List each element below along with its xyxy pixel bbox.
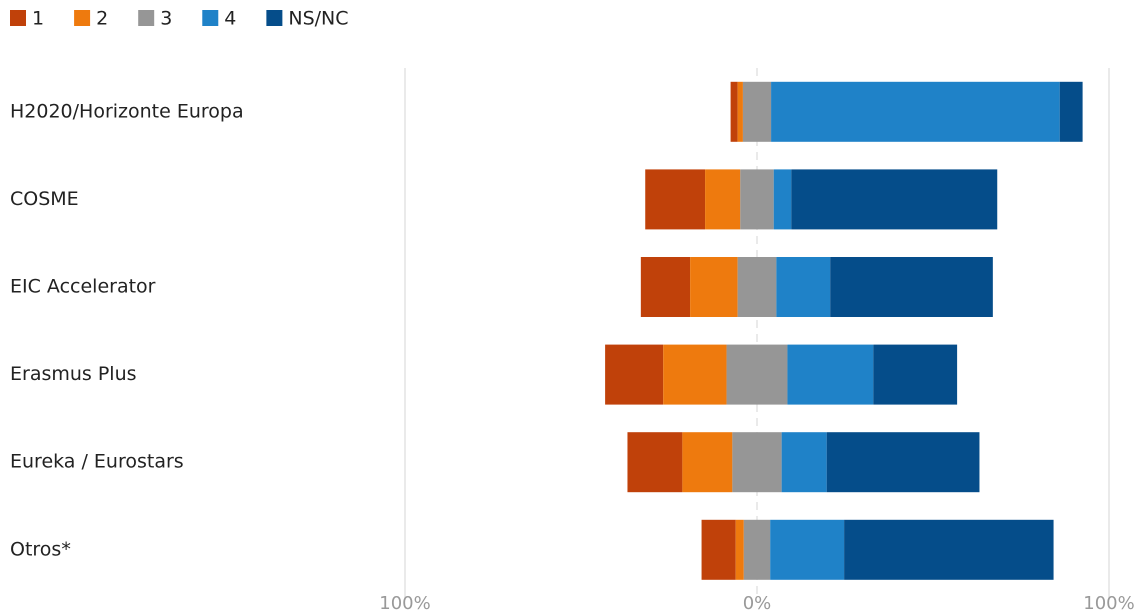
bar-segment: [791, 169, 998, 230]
bar-segment: [873, 344, 958, 405]
legend-swatch: [10, 10, 26, 26]
legend-label: 3: [160, 8, 172, 30]
category-label: Eureka / Eurostars: [10, 451, 184, 473]
bar-segment: [743, 519, 771, 580]
bar-segment: [781, 432, 827, 493]
bar-segment: [1059, 81, 1083, 142]
category-label: Otros*: [10, 538, 71, 560]
bar-segment: [737, 81, 743, 142]
legend-label: 1: [32, 8, 44, 30]
legend-label: 4: [224, 8, 236, 30]
bar-segment: [735, 519, 744, 580]
legend-swatch: [74, 10, 91, 26]
bar-segment: [726, 344, 788, 405]
bar-segment: [737, 257, 777, 317]
bar-segment: [787, 344, 874, 405]
legend-label: NS/NC: [288, 8, 348, 30]
category-label: Erasmus Plus: [10, 363, 137, 385]
bar-segment: [830, 257, 993, 317]
bar-segment: [682, 432, 733, 493]
bar-segment: [701, 519, 736, 580]
bar-segment: [771, 81, 1060, 142]
bar-segment: [844, 519, 1054, 580]
bar-segment: [732, 432, 782, 493]
bar-segment: [740, 169, 774, 230]
x-tick-label: 0%: [743, 593, 772, 614]
bar-segment: [776, 257, 831, 317]
bar-segment: [770, 519, 845, 580]
bar-segment: [826, 432, 980, 493]
x-tick-label: 100%: [379, 593, 430, 614]
bar-segment: [773, 169, 792, 230]
legend-swatch: [202, 10, 219, 26]
bar-segment: [730, 81, 738, 142]
legend-swatch: [266, 10, 283, 26]
legend-swatch: [138, 10, 155, 26]
bar-segment: [690, 257, 738, 317]
bar-segment: [627, 432, 683, 493]
bar-segment: [663, 344, 727, 405]
bar-segment: [640, 257, 691, 317]
category-label: COSME: [10, 188, 79, 210]
bar-segment: [705, 169, 741, 230]
bar-segment: [605, 344, 664, 405]
x-tick-label: 100%: [1083, 593, 1134, 614]
category-label: H2020/Horizonte Europa: [10, 100, 244, 122]
category-label: EIC Accelerator: [10, 276, 156, 298]
bar-segment: [645, 169, 706, 230]
legend-label: 2: [96, 8, 108, 30]
bar-segment: [742, 81, 772, 142]
